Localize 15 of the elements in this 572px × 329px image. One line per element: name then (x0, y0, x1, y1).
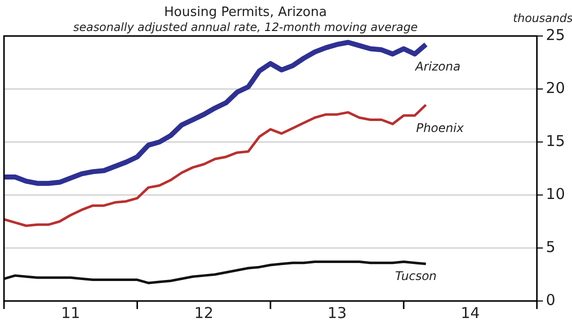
series-label: Tucson (395, 268, 437, 283)
y-tick-label: 25 (546, 26, 566, 44)
series-label: Arizona (414, 59, 460, 74)
chart-subtitle: seasonally adjusted annual rate, 12-month moving average (73, 20, 418, 34)
y-tick-label: 0 (546, 290, 556, 309)
y-tick-label: 10 (546, 184, 566, 203)
x-tick-label: 14 (460, 304, 480, 322)
chart-title: Housing Permits, Arizona (164, 5, 327, 20)
x-tick-label: 13 (328, 304, 347, 322)
series-label: Phoenix (416, 120, 465, 135)
x-tick-label: 11 (61, 304, 80, 322)
x-tick-label: 12 (194, 304, 214, 322)
y-tick-label: 5 (546, 238, 556, 256)
y-tick-label: 15 (546, 132, 566, 150)
y-tick-label: 20 (546, 78, 566, 97)
